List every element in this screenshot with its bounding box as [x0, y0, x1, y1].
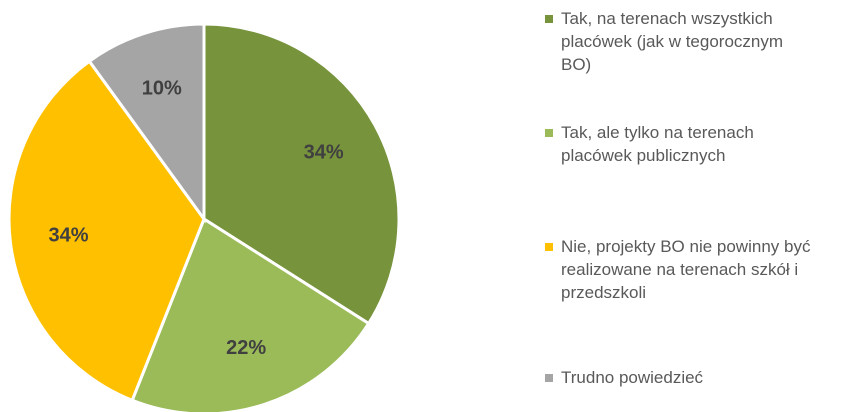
legend-item: Nie, projekty BO nie powinny być realizo…	[545, 235, 845, 304]
legend-label: Tak, na terenach wszystkich placówek (ja…	[561, 9, 784, 74]
legend-item: Tak, ale tylko na terenach placówek publ…	[545, 121, 805, 167]
data-label: 10%	[142, 77, 182, 99]
pie-slice	[7, 59, 206, 403]
legend-swatch	[545, 374, 553, 382]
pie-slice	[130, 216, 371, 412]
data-label: 22%	[226, 337, 266, 359]
legend-item: Trudno powiedzieć	[545, 366, 845, 389]
pie-slice	[87, 22, 206, 224]
data-label: 34%	[304, 142, 344, 164]
data-label: 34%	[49, 224, 89, 246]
legend-label: Trudno powiedzieć	[561, 368, 704, 387]
legend-item: Tak, na terenach wszystkich placówek (ja…	[545, 7, 815, 76]
legend-swatch	[545, 243, 553, 251]
legend-swatch	[545, 129, 553, 137]
legend-label: Nie, projekty BO nie powinny być realizo…	[561, 237, 811, 302]
legend-label: Tak, ale tylko na terenach placówek publ…	[561, 123, 754, 165]
legend-swatch	[545, 15, 553, 23]
